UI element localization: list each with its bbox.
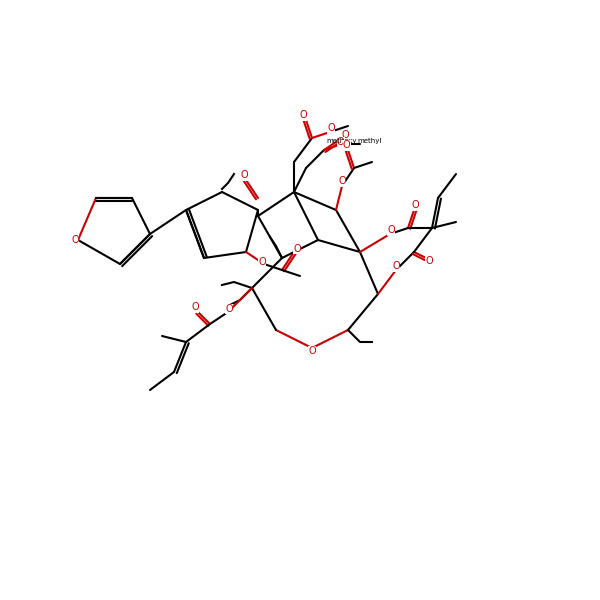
Text: O: O	[226, 304, 233, 314]
Text: O: O	[338, 176, 346, 186]
Text: methoxy: methoxy	[327, 138, 357, 144]
Text: O: O	[259, 257, 266, 267]
Text: O: O	[341, 130, 349, 140]
Text: O: O	[412, 200, 419, 210]
Text: methyl: methyl	[357, 138, 382, 144]
Text: O: O	[392, 262, 400, 271]
Text: O: O	[388, 226, 395, 235]
Text: O: O	[425, 256, 433, 266]
Text: O: O	[293, 244, 301, 254]
Text: O: O	[308, 346, 316, 356]
Text: O: O	[328, 124, 335, 133]
Text: O: O	[71, 235, 79, 245]
Text: O: O	[337, 137, 344, 147]
Text: O: O	[241, 170, 248, 180]
Text: O: O	[299, 110, 307, 120]
Text: O: O	[343, 140, 350, 150]
Text: O: O	[191, 302, 199, 312]
